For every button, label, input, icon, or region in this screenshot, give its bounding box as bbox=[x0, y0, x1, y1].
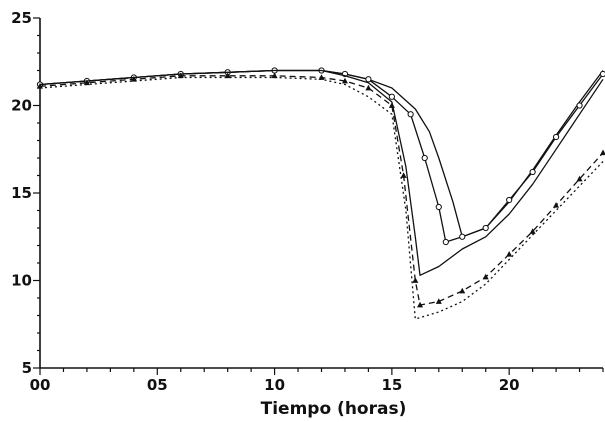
data-point bbox=[529, 228, 536, 234]
data-point bbox=[482, 273, 489, 280]
y-tick-label: 10 bbox=[11, 272, 32, 290]
data-point bbox=[177, 72, 184, 79]
y-tick-label: 25 bbox=[11, 9, 32, 27]
x-tick-label: 05 bbox=[147, 376, 168, 394]
labels: 00 05 10 15 20 5 10 15 20 25 Tiempo (horas) bbox=[11, 9, 519, 419]
series-line bbox=[39, 69, 604, 243]
data-point bbox=[341, 77, 348, 84]
data-point bbox=[506, 196, 513, 204]
data-point bbox=[318, 74, 325, 80]
data-point bbox=[421, 154, 428, 162]
data-point bbox=[600, 149, 605, 156]
series-line bbox=[39, 69, 604, 238]
y-tick-label: 20 bbox=[11, 97, 32, 115]
data-point bbox=[417, 301, 424, 308]
data-point bbox=[552, 133, 560, 141]
series-0 bbox=[39, 69, 604, 238]
series-layer bbox=[36, 67, 605, 320]
data-point bbox=[482, 224, 489, 232]
series-line bbox=[39, 75, 604, 306]
data-point bbox=[388, 93, 395, 100]
series-4 bbox=[39, 76, 604, 320]
data-point bbox=[271, 72, 278, 79]
data-point bbox=[442, 238, 449, 246]
data-point bbox=[459, 287, 466, 294]
data-point bbox=[435, 203, 442, 211]
data-point bbox=[599, 70, 605, 78]
data-point bbox=[435, 298, 442, 304]
x-axis-title: Tiempo (horas) bbox=[261, 399, 407, 419]
y-tick-label: 5 bbox=[22, 359, 32, 377]
data-point bbox=[412, 277, 419, 283]
series-2 bbox=[39, 69, 604, 276]
data-point bbox=[365, 76, 372, 83]
data-point bbox=[506, 251, 513, 257]
data-point bbox=[576, 175, 583, 182]
series-3 bbox=[37, 72, 605, 308]
data-point bbox=[407, 111, 414, 118]
data-point bbox=[576, 102, 583, 109]
x-tick-label: 20 bbox=[499, 376, 520, 394]
y-tick-label: 15 bbox=[11, 184, 32, 202]
x-tick-label: 15 bbox=[381, 376, 402, 394]
axes bbox=[33, 17, 604, 375]
data-point bbox=[224, 72, 231, 79]
series-line bbox=[39, 76, 604, 320]
data-point bbox=[459, 233, 466, 240]
data-point bbox=[83, 79, 90, 86]
x-tick-label: 00 bbox=[30, 376, 51, 394]
data-point bbox=[400, 172, 407, 178]
data-point bbox=[365, 84, 372, 91]
x-tick-label: 10 bbox=[264, 376, 285, 394]
series-line bbox=[39, 69, 604, 276]
series-1 bbox=[36, 67, 605, 246]
data-point bbox=[388, 102, 395, 108]
data-point bbox=[553, 202, 560, 208]
data-point bbox=[529, 168, 536, 176]
